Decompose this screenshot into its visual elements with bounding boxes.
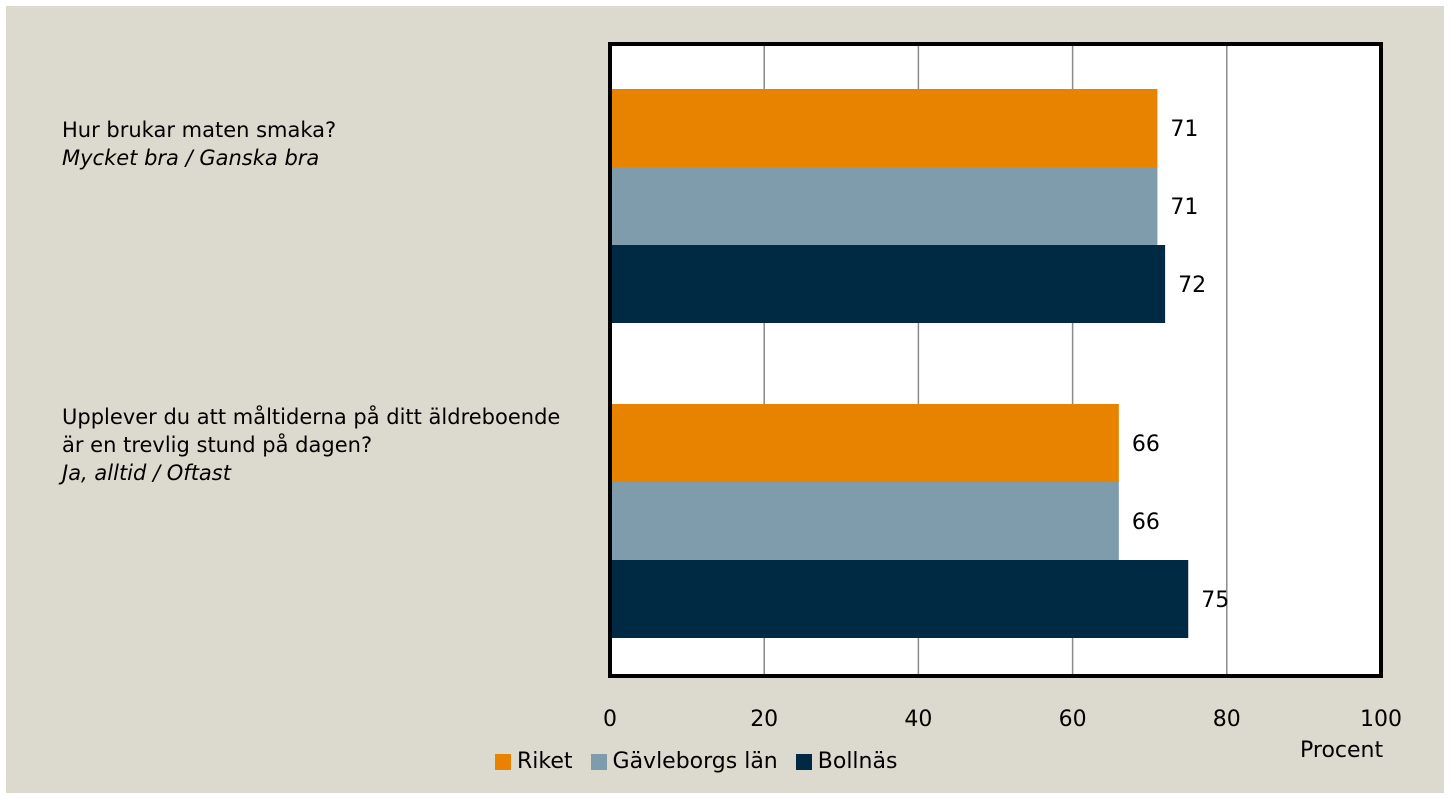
bar-g1-s2: [610, 167, 1158, 245]
bar-g1-s1: [610, 89, 1158, 167]
legend-label-bollnas: Bollnäs: [817, 749, 898, 774]
legend: Riket Gävleborgs län Bollnäs: [495, 749, 915, 774]
x-tick-label-2: 40: [904, 707, 932, 732]
data-label-g2-s2: 66: [1132, 510, 1160, 535]
data-label-g2-s1: 66: [1132, 432, 1160, 457]
legend-item-gavleborgs-lan: Gävleborgs län: [590, 749, 778, 774]
x-tick-label-0: 0: [603, 707, 617, 732]
x-tick-label-3: 60: [1059, 707, 1087, 732]
legend-label-gavleborgs-lan: Gävleborgs län: [612, 749, 778, 774]
legend-swatch-riket: [495, 753, 511, 770]
plot-border: [608, 42, 1383, 678]
data-label-g2-s3: 75: [1201, 588, 1229, 613]
x-tick-label-4: 80: [1213, 707, 1241, 732]
x-tick-label-1: 20: [750, 707, 778, 732]
x-tick-label-5: 100: [1360, 707, 1402, 732]
bar-g1-s3: [610, 245, 1166, 323]
bar-g2-s2: [610, 482, 1119, 560]
data-label-g1-s3: 72: [1178, 273, 1206, 298]
category-question-1: Hur brukar maten smaka?: [62, 118, 337, 142]
legend-swatch-bollnas: [795, 753, 812, 770]
x-axis-label: Procent: [1300, 738, 1384, 763]
category-answer-1: Mycket bra / Ganska bra: [62, 146, 320, 170]
bar-g2-s1: [610, 404, 1119, 482]
legend-swatch-gavleborgs-lan: [590, 753, 607, 770]
bar-g2-s3: [610, 560, 1189, 638]
legend-item-bollnas: Bollnäs: [795, 749, 898, 774]
legend-item-riket: Riket: [495, 749, 573, 774]
category-answer-2: Ja, alltid / Oftast: [62, 461, 231, 485]
category-label-1: Hur brukar maten smaka? Mycket bra / Gan…: [62, 116, 582, 172]
legend-label-riket: Riket: [517, 749, 573, 774]
data-label-g1-s2: 71: [1170, 195, 1198, 220]
category-question-2: Upplever du att måltiderna på ditt äldre…: [62, 405, 561, 457]
data-label-g1-s1: 71: [1170, 117, 1198, 142]
category-label-2: Upplever du att måltiderna på ditt äldre…: [62, 403, 582, 487]
